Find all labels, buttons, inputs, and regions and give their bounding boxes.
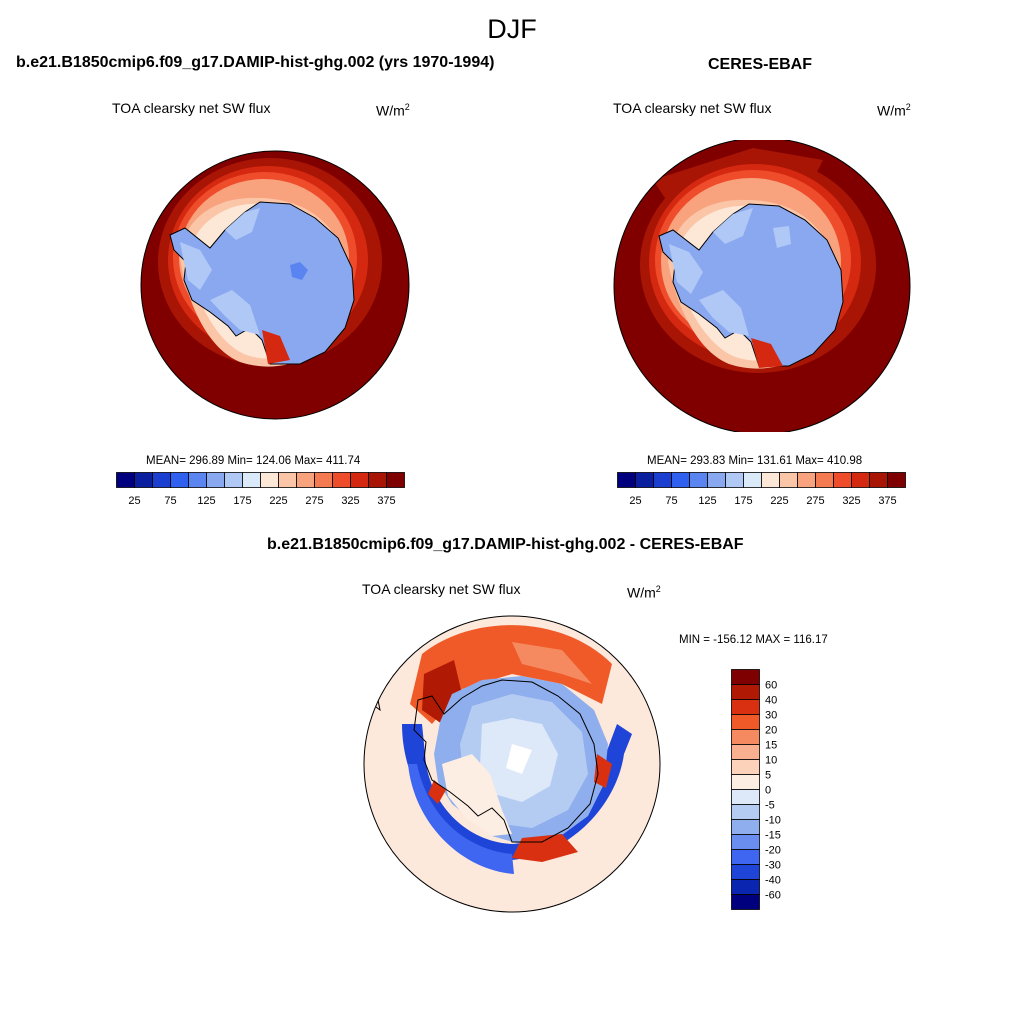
model-units-label: W/m2 [376,102,410,119]
diff-polar-map [363,615,661,913]
diff-colorbar-box [731,789,760,805]
obs-case-title: CERES-EBAF [708,56,813,73]
diff-colorbar-tick-label: -30 [765,860,781,872]
model-colorbar-tick-label: 175 [233,495,251,507]
obs-units-label: W/m2 [877,102,911,119]
obs-colorbar-box [635,472,654,488]
obs-colorbar-box [725,472,744,488]
diff-colorbar-box [731,849,760,865]
obs-variable-label: TOA clearsky net SW flux [613,100,772,116]
model-colorbar-tick-label: 375 [377,495,395,507]
model-polar-map [140,150,410,420]
diff-colorbar-tick-label: -15 [765,830,781,842]
model-colorbar-box [278,472,297,488]
model-colorbar-tick-label: 125 [197,495,215,507]
obs-colorbar-tick-label: 325 [842,495,860,507]
obs-colorbar-box [815,472,834,488]
obs-colorbar: 25 75 125 175 225 275 325 375 [617,472,906,507]
diff-colorbar-box [731,774,760,790]
obs-colorbar-tick-label: 225 [770,495,788,507]
diff-colorbar-box [731,699,760,715]
model-case-title: b.e21.B1850cmip6.f09_g17.DAMIP-hist-ghg.… [16,54,495,71]
model-stats: MEAN= 296.89 Min= 124.06 Max= 411.74 [146,455,361,467]
model-colorbar-box [260,472,279,488]
obs-colorbar-box [689,472,708,488]
diff-units-label: W/m2 [627,584,661,601]
model-colorbar-box [368,472,387,488]
diff-colorbar-tick-label: -5 [765,800,775,812]
diff-colorbar-box [731,669,760,685]
diff-colorbar-tick-label: 5 [765,770,771,782]
model-colorbar-box [296,472,315,488]
diff-variable-label: TOA clearsky net SW flux [362,581,521,597]
obs-colorbar-box [671,472,690,488]
diff-colorbar-box [731,864,760,880]
diff-colorbar-tick-label: 40 [765,695,777,707]
obs-colorbar-box [869,472,888,488]
diff-colorbar-box [731,684,760,700]
diff-colorbar-tick-label: -40 [765,875,781,887]
model-colorbar-box [350,472,369,488]
obs-colorbar-tick-label: 275 [806,495,824,507]
diff-colorbar-tick-label: 30 [765,710,777,722]
diff-colorbar-tick-label: 60 [765,680,777,692]
diff-case-title: b.e21.B1850cmip6.f09_g17.DAMIP-hist-ghg.… [267,536,744,553]
obs-polar-map [613,140,911,432]
model-colorbar-tick-label: 275 [305,495,323,507]
obs-colorbar-box [851,472,870,488]
diff-colorbar-tick-label: -10 [765,815,781,827]
obs-colorbar-box [653,472,672,488]
figure-title: DJF [487,14,537,44]
obs-colorbar-box [797,472,816,488]
obs-colorbar-box [779,472,798,488]
obs-colorbar-tick-label: 25 [629,495,641,507]
model-colorbar-box [386,472,405,488]
model-colorbar-box [206,472,225,488]
diff-colorbar-tick-label: 10 [765,755,777,767]
obs-colorbar-box [833,472,852,488]
obs-colorbar-tick-label: 175 [734,495,752,507]
model-colorbar: 25 75 125 175 225 275 325 375 [116,472,405,507]
model-colorbar-tick-label: 25 [128,495,140,507]
obs-colorbar-box [887,472,906,488]
diff-colorbar-tick-label: 0 [765,785,771,797]
model-variable-label: TOA clearsky net SW flux [112,100,271,116]
model-colorbar-box [134,472,153,488]
diff-stats: MIN = -156.12 MAX = 116.17 [679,634,828,646]
diff-colorbar-box [731,804,760,820]
model-colorbar-box [188,472,207,488]
model-colorbar-box [314,472,333,488]
diff-colorbar-box [731,879,760,895]
model-colorbar-box [170,472,189,488]
obs-colorbar-box [707,472,726,488]
diff-colorbar-tick-label: 20 [765,725,777,737]
diff-colorbar-box [731,759,760,775]
model-colorbar-box [224,472,243,488]
model-colorbar-tick-label: 75 [164,495,176,507]
diff-colorbar-tick-label: 15 [765,740,777,752]
diff-colorbar-box [731,729,760,745]
model-colorbar-box [332,472,351,488]
obs-colorbar-tick-label: 75 [665,495,677,507]
diff-colorbar-tick-label: -60 [765,890,781,902]
obs-colorbar-box [743,472,762,488]
obs-colorbar-tick-label: 125 [698,495,716,507]
diff-colorbar-box [731,819,760,835]
obs-stats: MEAN= 293.83 Min= 131.61 Max= 410.98 [647,455,863,467]
diff-colorbar-box [731,894,760,910]
obs-colorbar-box [761,472,780,488]
model-colorbar-box [116,472,135,488]
diff-colorbar-tick-label: -20 [765,845,781,857]
diff-colorbar-box [731,744,760,760]
obs-colorbar-box [617,472,636,488]
obs-colorbar-tick-label: 375 [878,495,896,507]
diff-colorbar-box [731,714,760,730]
model-colorbar-box [152,472,171,488]
diff-colorbar: 60 40 30 20 15 10 5 0 -5 -10 -15 -20 -30 -40 -60 [731,669,781,910]
model-colorbar-tick-label: 325 [341,495,359,507]
diff-colorbar-box [731,834,760,850]
model-colorbar-tick-label: 225 [269,495,287,507]
model-colorbar-box [242,472,261,488]
